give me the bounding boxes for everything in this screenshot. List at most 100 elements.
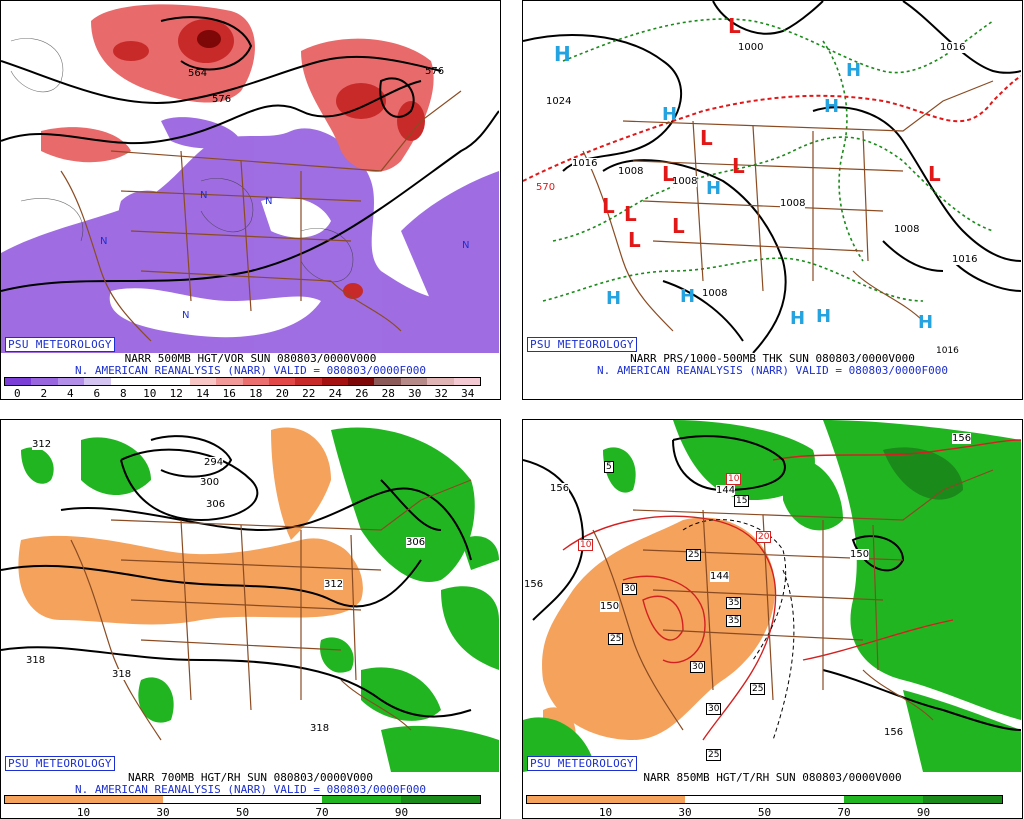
height-label: 294 (204, 457, 224, 468)
height-label: 150 (600, 601, 620, 612)
isobar-label: 1008 (672, 176, 698, 187)
scale-tick-label: 18 (249, 387, 263, 400)
low-pressure-symbol: L (928, 162, 941, 186)
isobar-label: 1000 (738, 42, 764, 53)
scale-tick-label: 26 (355, 387, 369, 400)
scale-tick-label: 50 (757, 806, 772, 819)
scale-tick-label: 8 (119, 387, 127, 400)
panel-500mb-vorticity: 564 576 576 N N N N N PSU METEOROLOGY NA… (0, 0, 501, 400)
height-label: 312 (32, 439, 52, 450)
product-title: NARR PRS/1000-500MB THK SUN 080803/0000V… (630, 352, 915, 365)
scale-tick-label: 0 (13, 387, 21, 400)
psu-meteorology-badge: PSU METEOROLOGY (527, 337, 637, 352)
low-pressure-symbol: L (672, 214, 685, 238)
scale-swatch (400, 378, 428, 385)
scale-swatch (295, 378, 322, 385)
scale-tick-label: 50 (235, 806, 250, 819)
scale-swatch (268, 378, 296, 385)
height-label: 156 (884, 727, 904, 738)
low-pressure-symbol: L (624, 202, 637, 226)
low-pressure-symbol: L (628, 228, 641, 252)
contour-label: 564 (188, 68, 208, 79)
scale-tick-label: 34 (461, 387, 475, 400)
scale-tick-label: 32 (434, 387, 448, 400)
scale-swatch (242, 378, 269, 385)
scale-swatch (427, 378, 454, 385)
height-label: 156 (952, 433, 972, 444)
psu-meteorology-badge: PSU METEOROLOGY (5, 756, 115, 771)
scale-tick-label: 24 (328, 387, 342, 400)
high-pressure-symbol: H (846, 60, 862, 81)
temperature-label: 25 (706, 749, 722, 761)
scale-swatch (374, 378, 401, 385)
height-label: 144 (710, 571, 730, 582)
temperature-label: 30 (690, 661, 706, 673)
panel-700mb-rh: 312 294 300 306 306 312 318 318 318 PSU … (0, 419, 501, 819)
rh-color-scale (4, 795, 481, 804)
rh-700mb-map (1, 420, 499, 772)
vorticity-scale-labels: 0 2 4 6 8 10 12 14 16 18 20 22 24 26 28 30 32 34 (4, 388, 481, 400)
temperature-label: 35 (726, 615, 742, 627)
height-label: 150 (850, 549, 870, 560)
product-title: NARR 850MB HGT/T/RH SUN 080803/0000V000 (643, 771, 902, 784)
valid-time-line: N. AMERICAN REANALYSIS (NARR) VALID = 08… (597, 364, 948, 377)
panel-frame (0, 0, 501, 400)
scale-tick-label: 28 (381, 387, 395, 400)
valid-time-line: N. AMERICAN REANALYSIS (NARR) VALID = 08… (75, 364, 426, 377)
scale-tick-label: 10 (598, 806, 613, 819)
scale-swatch (216, 378, 243, 385)
scale-swatch (84, 378, 111, 385)
valid-time-line: N. AMERICAN REANALYSIS (NARR) VALID = 08… (75, 783, 426, 796)
scale-swatch (57, 378, 85, 385)
isobar-label: 1008 (702, 288, 728, 299)
height-label: 300 (200, 477, 220, 488)
psu-meteorology-badge: PSU METEOROLOGY (5, 337, 115, 352)
low-pressure-symbol: L (728, 14, 741, 38)
scale-tick-label: 70 (837, 806, 851, 819)
temp-rh-850mb-map (523, 420, 1021, 772)
isobar-label: 1016 (952, 254, 978, 265)
vorticity-map (1, 1, 499, 353)
rh-scale-labels: 10 30 50 70 90 (4, 807, 481, 819)
vort-min-label: N (182, 310, 190, 321)
height-label: 306 (406, 537, 426, 548)
rh-color-scale (526, 795, 1003, 804)
panel-850mb-temp-rh: 156 156 150 144 144 150 156 156 5 10 10 … (522, 419, 1023, 819)
high-pressure-symbol: H (662, 104, 678, 125)
vort-min-label: N (200, 190, 208, 201)
scale-tick-label: 30 (408, 387, 422, 400)
temperature-label: 10 (578, 539, 594, 551)
height-label: 156 (524, 579, 544, 590)
scale-swatch (163, 378, 190, 385)
isobar-label: 1016 (936, 346, 959, 356)
scale-tick-label: 70 (315, 806, 329, 819)
vort-min-label: N (462, 240, 470, 251)
high-pressure-symbol: H (790, 308, 806, 329)
temperature-label: 30 (622, 583, 638, 595)
isobar-label: 1008 (780, 198, 806, 209)
height-label: 306 (206, 499, 226, 510)
temperature-label: 10 (726, 473, 742, 485)
high-pressure-symbol: H (554, 42, 571, 66)
isobar-label: 1024 (546, 96, 572, 107)
height-label: 156 (550, 483, 570, 494)
surface-pressure-map (523, 1, 1021, 353)
isobar-label: 1008 (618, 166, 644, 177)
height-label: 312 (324, 579, 344, 590)
low-pressure-symbol: L (662, 162, 675, 186)
high-pressure-symbol: H (680, 286, 696, 307)
scale-tick-label: 2 (40, 387, 48, 400)
scale-swatch (348, 378, 375, 385)
panel-mslp-thickness: 1024 1016 1000 1016 1008 1008 1008 1008 … (522, 0, 1023, 400)
height-label: 144 (716, 485, 736, 496)
scale-tick-label: 90 (916, 806, 931, 819)
height-label: 318 (112, 669, 132, 680)
scale-swatch (110, 378, 137, 385)
height-label: 318 (310, 723, 330, 734)
scale-tick-label: 90 (394, 806, 409, 819)
isobar-label: 1008 (894, 224, 920, 235)
scale-tick-label: 12 (169, 387, 183, 400)
rh-scale-labels: 10 30 50 70 90 (526, 807, 1003, 819)
temperature-label: 5 (604, 461, 614, 473)
thickness-label: 570 (536, 182, 556, 193)
